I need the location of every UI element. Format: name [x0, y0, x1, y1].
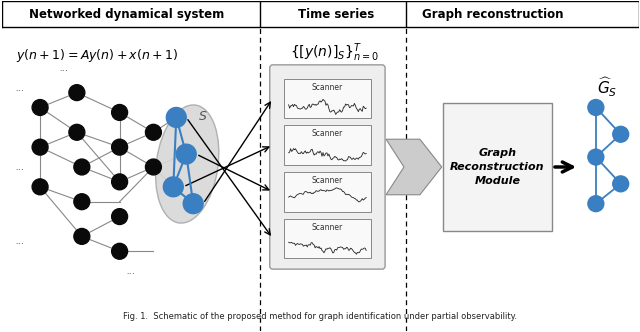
Circle shape	[166, 108, 186, 127]
Circle shape	[588, 100, 604, 116]
Text: Scanner: Scanner	[312, 176, 343, 185]
Text: Graph reconstruction: Graph reconstruction	[422, 8, 563, 21]
FancyBboxPatch shape	[443, 103, 552, 231]
Text: Scanner: Scanner	[312, 222, 343, 231]
Circle shape	[74, 159, 90, 175]
Text: $S$: $S$	[198, 110, 208, 123]
Circle shape	[111, 208, 127, 224]
Circle shape	[111, 139, 127, 155]
Text: $y(n+1) = Ay(n) + x(n+1)$: $y(n+1) = Ay(n) + x(n+1)$	[16, 47, 179, 64]
Text: Networked dynamical system: Networked dynamical system	[29, 8, 224, 21]
Circle shape	[145, 159, 161, 175]
Text: Graph
Reconstruction
Module: Graph Reconstruction Module	[450, 148, 545, 186]
Circle shape	[69, 124, 85, 140]
Circle shape	[612, 176, 628, 192]
FancyBboxPatch shape	[284, 172, 371, 211]
Circle shape	[74, 194, 90, 209]
Circle shape	[588, 196, 604, 211]
Polygon shape	[386, 139, 442, 195]
Text: ...: ...	[15, 236, 25, 246]
Circle shape	[32, 179, 48, 195]
Circle shape	[145, 124, 161, 140]
Text: ...: ...	[60, 63, 68, 73]
Circle shape	[111, 174, 127, 190]
Circle shape	[32, 139, 48, 155]
Circle shape	[183, 194, 203, 213]
Circle shape	[612, 126, 628, 142]
Circle shape	[111, 105, 127, 121]
FancyBboxPatch shape	[284, 125, 371, 165]
Text: ...: ...	[15, 83, 25, 93]
FancyBboxPatch shape	[284, 218, 371, 258]
Text: ...: ...	[127, 266, 136, 276]
Text: $\widehat{G}_S$: $\widehat{G}_S$	[596, 76, 617, 99]
Circle shape	[588, 149, 604, 165]
Text: Scanner: Scanner	[312, 129, 343, 138]
Text: Time series: Time series	[298, 8, 374, 21]
Circle shape	[111, 243, 127, 259]
FancyBboxPatch shape	[269, 65, 385, 269]
Text: Fig. 1.  Schematic of the proposed method for graph identification under partial: Fig. 1. Schematic of the proposed method…	[124, 312, 518, 321]
Text: ...: ...	[15, 162, 25, 172]
FancyBboxPatch shape	[284, 79, 371, 119]
Circle shape	[69, 85, 85, 101]
Circle shape	[163, 177, 183, 197]
Text: $\{[y(n)]_S\}_{n=0}^{T}$: $\{[y(n)]_S\}_{n=0}^{T}$	[290, 42, 379, 64]
Ellipse shape	[156, 105, 219, 223]
Circle shape	[176, 144, 196, 164]
Circle shape	[32, 100, 48, 116]
Text: Scanner: Scanner	[312, 83, 343, 92]
Circle shape	[74, 228, 90, 244]
